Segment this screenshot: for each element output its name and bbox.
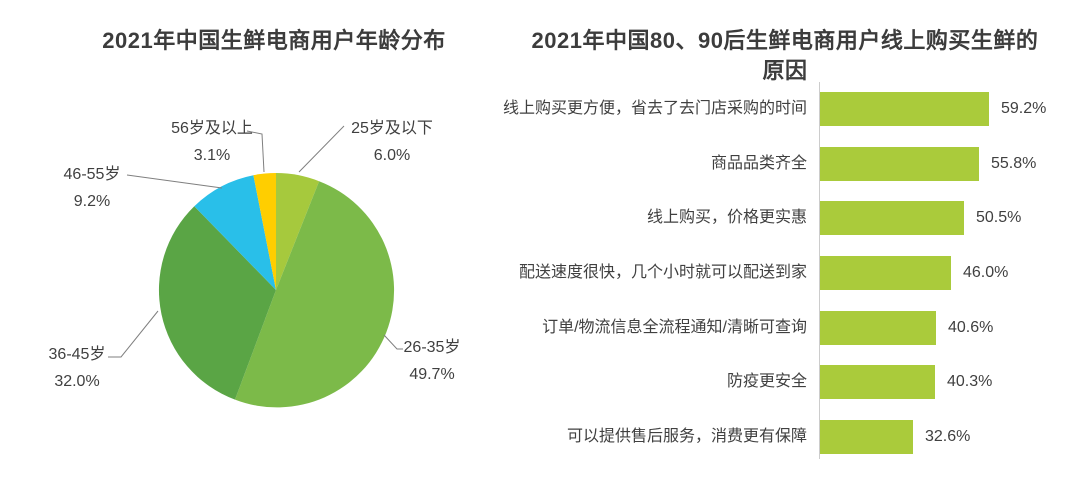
pie-label-26-35: 26-35岁 49.7% bbox=[377, 334, 487, 388]
bar-value-label: 50.5% bbox=[976, 209, 1022, 226]
bar bbox=[820, 92, 989, 126]
pie-label-46-55: 46-55岁 9.2% bbox=[37, 161, 147, 215]
bar-value-label: 32.6% bbox=[925, 428, 971, 445]
bar-chart-title-line-1: 2021年中国80、90后生鲜电商用户线上购买生鲜的 bbox=[531, 28, 1039, 54]
bar-value-label: 46.0% bbox=[963, 264, 1009, 281]
bar-chart-axis-line bbox=[819, 82, 820, 459]
bar-chart-title: 2021年中国80、90后生鲜电商用户线上购买生鲜的 原因 bbox=[530, 26, 1040, 86]
bar-value-label: 59.2% bbox=[1001, 100, 1047, 117]
pie-chart bbox=[108, 125, 403, 408]
bar bbox=[820, 256, 951, 290]
pie-label-text: 56岁及以上 bbox=[171, 120, 253, 137]
pie-slice-2 bbox=[158, 206, 276, 400]
pie-label-value: 9.2% bbox=[73, 193, 111, 210]
pie-label-value: 32.0% bbox=[54, 373, 100, 390]
pie-label-36-45: 36-45岁 32.0% bbox=[22, 341, 132, 395]
pie-leader-line-1 bbox=[383, 334, 403, 350]
pie-leader-line-2 bbox=[108, 310, 159, 358]
pie-label-over-56: 56岁及以上 3.1% bbox=[157, 115, 267, 169]
bar-category-label: 可以提供售后服务，消费更有保障 bbox=[566, 428, 807, 445]
pie-label-value: 49.7% bbox=[409, 366, 455, 383]
bar-value-label: 55.8% bbox=[991, 155, 1037, 172]
pie-label-text: 26-35岁 bbox=[403, 339, 461, 356]
bar bbox=[820, 147, 979, 181]
pie-slice-4 bbox=[253, 173, 276, 290]
pie-slice-1 bbox=[235, 181, 395, 408]
bar-value-label: 40.6% bbox=[948, 319, 994, 336]
bar bbox=[820, 420, 913, 454]
bar bbox=[820, 365, 935, 399]
pie-label-value: 3.1% bbox=[193, 147, 231, 164]
pie-label-text: 46-55岁 bbox=[63, 166, 121, 183]
bar-chart-title-line-2: 原因 bbox=[762, 58, 808, 84]
pie-slice-0 bbox=[276, 172, 320, 290]
pie-slice-3 bbox=[194, 175, 276, 290]
bar-category-label: 线上购买，价格更实惠 bbox=[646, 209, 807, 226]
bar-category-label: 商品品类齐全 bbox=[710, 155, 807, 172]
bar-category-label: 订单/物流信息全流程通知/清晰可查询 bbox=[542, 319, 807, 336]
pie-label-text: 36-45岁 bbox=[48, 346, 106, 363]
bar bbox=[820, 311, 936, 345]
pie-leader-line-4 bbox=[246, 130, 265, 173]
bar-value-label: 40.3% bbox=[947, 373, 993, 390]
pie-leader-line-0 bbox=[298, 125, 345, 173]
pie-label-value: 6.0% bbox=[373, 147, 411, 164]
pie-label-text: 25岁及以下 bbox=[351, 120, 433, 137]
bar-category-label: 防疫更安全 bbox=[726, 373, 807, 390]
bar-category-label: 配送速度很快，几个小时就可以配送到家 bbox=[518, 264, 807, 281]
bar bbox=[820, 201, 964, 235]
pie-label-under-25: 25岁及以下 6.0% bbox=[337, 115, 447, 169]
pie-chart-title: 2021年中国生鲜电商用户年龄分布 bbox=[102, 28, 446, 54]
bar-category-label: 线上购买更方便，省去了去门店采购的时间 bbox=[502, 100, 807, 117]
pie-leader-line-3 bbox=[126, 174, 223, 189]
